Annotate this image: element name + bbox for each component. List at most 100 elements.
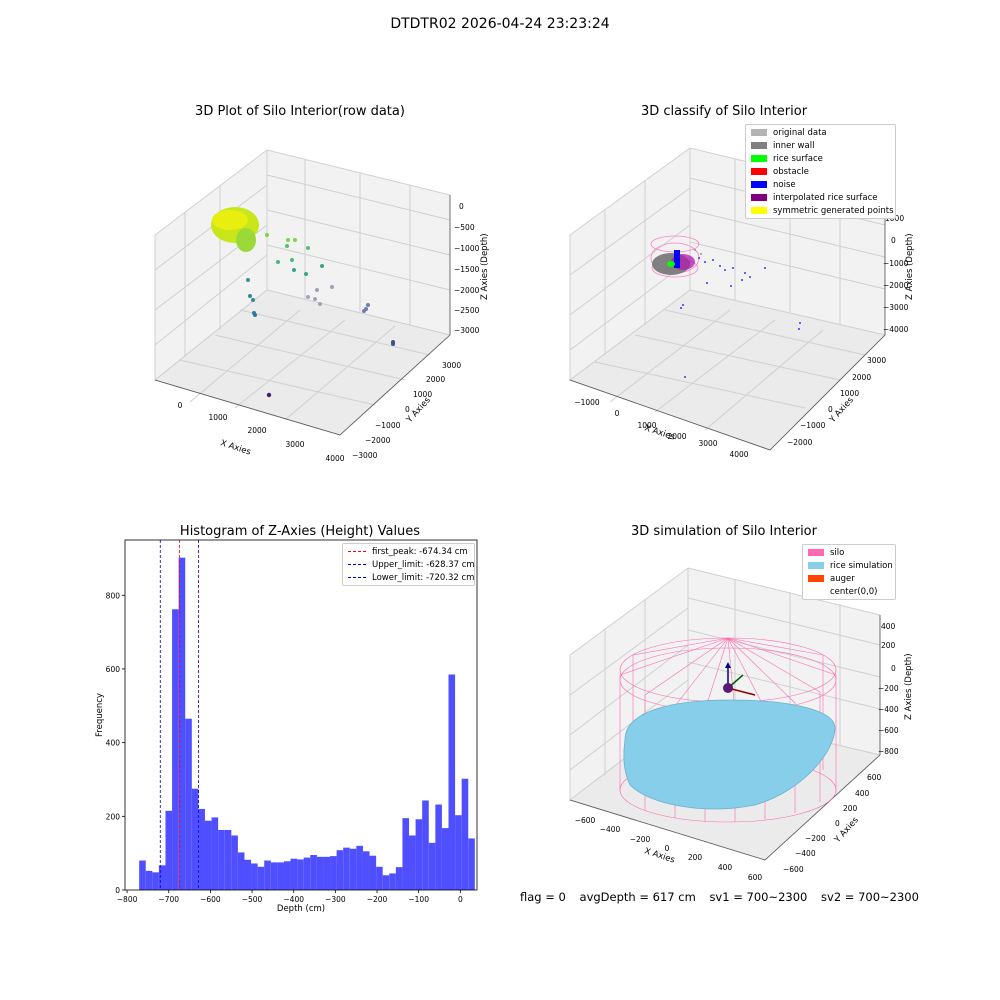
panel1-z-ticks: 0 −500 −1000 −1500 −2000 −2500 −3000 (454, 202, 480, 335)
legend-entry: center(0,0) (803, 585, 895, 598)
panel1-y-ticks: 3000 2000 1000 0 −1000 −2000 −3000 (352, 361, 461, 460)
legend-label: noise (773, 179, 796, 190)
panel1-scatter-points (211, 207, 395, 398)
histogram-bar (415, 819, 423, 890)
panel4-z-tick: −400 (878, 705, 899, 714)
legend-entry: first_peak: -674.34 cm (343, 545, 474, 558)
panel1-z-tick: −2500 (454, 306, 480, 315)
legend-label: Lower_limit: -720.32 cm (372, 572, 475, 583)
figure-title: DTDTR02 2026-04-24 23:23:24 (390, 16, 610, 32)
panel4-x-tick: −400 (600, 825, 621, 834)
histogram-bar (461, 778, 469, 890)
histogram-x-ticks: −800 −700 −600 −500 −400 −300 −200 −100 0 (117, 890, 463, 904)
histogram-y-tick-label: 0 (115, 886, 120, 895)
histogram-bar (270, 862, 278, 890)
histogram-bar (468, 838, 475, 890)
histogram-bar (178, 557, 186, 890)
legend-entry: noise (746, 178, 895, 191)
legend-entry: original data (746, 126, 895, 139)
histogram-bar (330, 856, 337, 890)
histogram-bar (428, 842, 436, 890)
histogram-bar (139, 860, 146, 890)
histogram-y-tick-label: 800 (106, 591, 121, 600)
histogram-legend: first_peak: -674.34 cm Upper_limit: -628… (342, 543, 475, 586)
panel4-x-tick: 0 (665, 844, 670, 853)
histogram-bar (231, 835, 238, 890)
histogram-bar (376, 866, 383, 890)
panel4-y-tick: 200 (843, 804, 858, 813)
panel2-x-tick: 1000 (637, 421, 656, 430)
histogram-bar (422, 800, 429, 890)
panel2-y-tick: −1000 (800, 421, 826, 430)
panel4-x-ticks: −600 −400 −200 0 200 400 600 (575, 816, 763, 880)
legend-label: rice surface (773, 153, 823, 164)
panel4-y-tick: 400 (855, 789, 870, 798)
status-sv1: sv1 = 700~2300 (709, 890, 808, 904)
panel4-z-ticks: 400 200 0 −200 −400 −600 −800 (878, 622, 899, 756)
center-point-marker (723, 683, 733, 693)
legend-swatch (751, 155, 767, 162)
panel4-x-tick: −600 (575, 816, 596, 825)
histogram-bar (323, 856, 331, 890)
panel2-x-tick: 3000 (698, 439, 717, 448)
histogram-bar (185, 718, 192, 890)
legend-entry: interpolated rice surface (746, 191, 895, 204)
status-flag: flag = 0 (520, 890, 566, 904)
panel1-z-tick: −1000 (454, 244, 480, 253)
legend-entry: inner wall (746, 139, 895, 152)
histogram-bar (336, 850, 344, 890)
legend-label: Upper_limit: -628.37 cm (372, 559, 475, 570)
panel1-z-tick: 0 (459, 202, 464, 211)
legend-swatch (808, 562, 824, 569)
histogram-bar (362, 851, 370, 890)
histogram-bar (191, 788, 199, 890)
legend-entry: Upper_limit: -628.37 cm (343, 558, 475, 571)
panel1-x-tick: 4000 (325, 454, 344, 463)
legend-swatch (751, 181, 767, 188)
histogram-x-tick-label: −300 (325, 895, 346, 904)
panel4-y-tick: −200 (805, 834, 826, 843)
histogram-bar (455, 815, 462, 890)
histogram-threshold-lines (159, 540, 199, 890)
legend-swatch (751, 194, 767, 201)
panel4-x-tick: −200 (630, 835, 651, 844)
legend-label: rice simulation (830, 560, 893, 571)
panel2-z-tick: −4000 (883, 325, 909, 334)
panel3-title: Histogram of Z-Axies (Height) Values (179, 524, 421, 539)
histogram-bar (343, 847, 350, 890)
legend-label: first_peak: -674.34 cm (372, 546, 468, 557)
histogram-axes-frame (124, 539, 478, 891)
histogram-x-tick-label: −800 (117, 895, 138, 904)
histogram-bar (297, 859, 304, 890)
panel1-z-tick: −500 (454, 223, 475, 232)
panel1-x-label: X Axies (219, 438, 252, 457)
panel2-y-tick: 2000 (852, 373, 871, 382)
panel4-z-tick: 0 (891, 664, 896, 673)
panel2-x-tick: 4000 (729, 450, 748, 459)
panel2-z-tick: −2000 (883, 281, 909, 290)
panel1-y-tick: −3000 (352, 451, 378, 460)
legend-swatch (348, 577, 366, 578)
panel2-x-tick: 0 (615, 409, 620, 418)
histogram-bar (356, 845, 363, 890)
histogram-y-tick-label: 200 (106, 812, 121, 821)
histogram-bars (139, 557, 475, 890)
panel2-y-tick: 1000 (840, 389, 859, 398)
histogram-bar (218, 829, 225, 890)
panel1-x-tick: 1000 (208, 413, 227, 422)
histogram-bar (224, 829, 232, 890)
panel2-y-tick: 0 (828, 405, 833, 414)
rice-simulation-surface (623, 699, 836, 810)
histogram-bar (257, 866, 265, 890)
legend-swatch (751, 142, 767, 149)
legend-entry: rice simulation (803, 559, 895, 572)
legend-entry: silo (803, 546, 895, 559)
histogram-bar (448, 674, 456, 890)
histogram-bar (395, 867, 403, 890)
histogram-bar (441, 828, 449, 890)
legend-label: inner wall (773, 140, 815, 151)
histogram-bar (349, 848, 357, 890)
histogram-bar (277, 862, 284, 890)
panel1-z-tick: −1500 (454, 265, 480, 274)
panel2-z-tick: −1000 (883, 259, 909, 268)
